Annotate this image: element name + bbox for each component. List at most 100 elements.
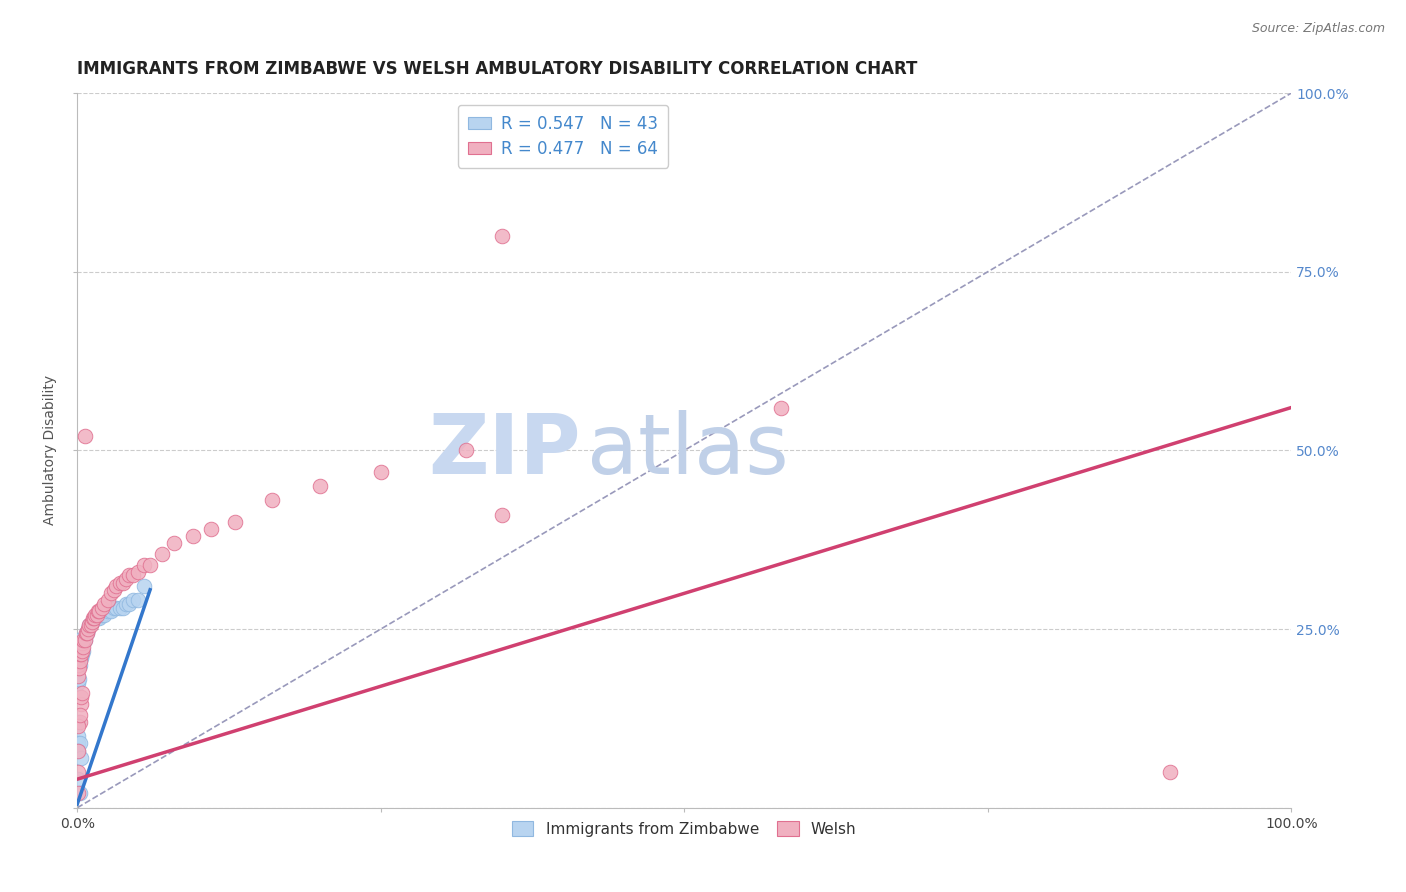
Point <box>80 615 103 629</box>
Point <box>73 632 96 647</box>
Point <box>491 508 513 522</box>
Point <box>114 597 136 611</box>
Y-axis label: Ambulatory Disability: Ambulatory Disability <box>44 376 58 525</box>
Point <box>72 632 94 647</box>
Point <box>93 597 115 611</box>
Point <box>163 536 186 550</box>
Point <box>70 640 93 654</box>
Point <box>90 600 112 615</box>
Point <box>66 661 89 675</box>
Point <box>86 607 108 622</box>
Point <box>150 547 173 561</box>
Text: atlas: atlas <box>588 410 789 491</box>
Point <box>1159 764 1181 779</box>
Point <box>67 787 90 801</box>
Point <box>69 714 91 729</box>
Point <box>66 736 89 750</box>
Point <box>70 636 93 650</box>
Point <box>67 675 90 690</box>
Point <box>72 640 94 654</box>
Point <box>70 647 93 661</box>
Point <box>67 729 90 743</box>
Point <box>67 772 90 786</box>
Point <box>67 672 90 686</box>
Point <box>67 657 90 672</box>
Point <box>72 643 94 657</box>
Point <box>67 764 90 779</box>
Point <box>105 600 128 615</box>
Point <box>69 787 91 801</box>
Point <box>127 593 149 607</box>
Point <box>118 597 141 611</box>
Point <box>105 579 128 593</box>
Point <box>87 604 110 618</box>
Point <box>132 558 155 572</box>
Point <box>70 750 93 764</box>
Point <box>70 643 93 657</box>
Point <box>69 647 91 661</box>
Point <box>86 611 108 625</box>
Text: Source: ZipAtlas.com: Source: ZipAtlas.com <box>1251 22 1385 36</box>
Point <box>309 479 332 493</box>
Point <box>67 668 90 682</box>
Point <box>67 661 90 675</box>
Point <box>69 647 91 661</box>
Point <box>73 429 96 443</box>
Point <box>75 625 97 640</box>
Point <box>84 607 107 622</box>
Point <box>181 529 204 543</box>
Point <box>87 611 110 625</box>
Point <box>82 611 104 625</box>
Text: ZIP: ZIP <box>429 410 581 491</box>
Point <box>69 707 91 722</box>
Point <box>83 611 105 625</box>
Point <box>108 575 131 590</box>
Point <box>83 611 105 625</box>
Point <box>76 625 98 640</box>
Point <box>70 686 93 700</box>
Point <box>77 622 100 636</box>
Point <box>122 568 145 582</box>
Point <box>103 582 125 597</box>
Point <box>70 690 93 704</box>
Point <box>100 586 122 600</box>
Point <box>73 632 96 647</box>
Point <box>69 640 91 654</box>
Point <box>770 401 793 415</box>
Point <box>80 615 103 629</box>
Point <box>69 736 91 750</box>
Point <box>70 640 93 654</box>
Point <box>97 593 120 607</box>
Point <box>260 493 283 508</box>
Point <box>79 618 101 632</box>
Point <box>127 565 149 579</box>
Point <box>77 622 100 636</box>
Point <box>67 647 90 661</box>
Legend: Immigrants from Zimbabwe, Welsh: Immigrants from Zimbabwe, Welsh <box>506 815 863 843</box>
Point <box>67 714 90 729</box>
Point <box>100 604 122 618</box>
Point <box>69 657 91 672</box>
Point <box>67 743 90 757</box>
Point <box>69 640 91 654</box>
Point <box>70 636 93 650</box>
Point <box>90 607 112 622</box>
Point <box>87 604 110 618</box>
Point <box>67 632 90 647</box>
Point <box>491 229 513 244</box>
Point <box>93 607 115 622</box>
Point <box>224 515 246 529</box>
Point <box>108 600 131 615</box>
Point <box>114 572 136 586</box>
Point <box>122 593 145 607</box>
Point <box>139 558 162 572</box>
Point <box>79 618 101 632</box>
Point <box>112 575 135 590</box>
Point <box>69 654 91 668</box>
Point <box>70 697 93 711</box>
Point <box>112 600 135 615</box>
Point <box>79 618 101 632</box>
Point <box>67 743 90 757</box>
Point <box>75 625 97 640</box>
Point <box>67 718 90 732</box>
